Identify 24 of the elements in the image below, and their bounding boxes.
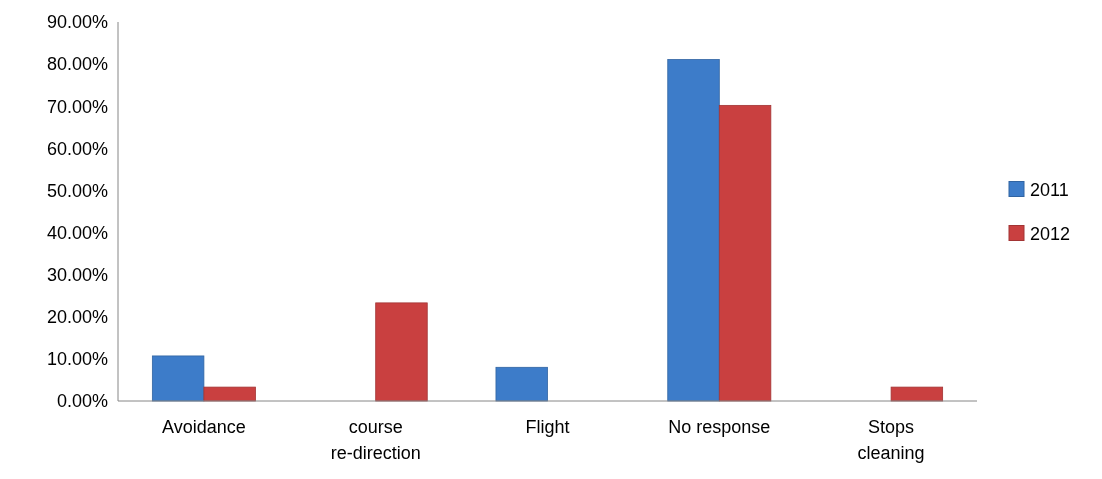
bar xyxy=(495,366,548,402)
bar xyxy=(203,386,256,402)
x-tick-label: Avoidance xyxy=(162,417,246,437)
x-tick-label: course re-direction xyxy=(330,417,421,463)
y-tick-label: 0.00% xyxy=(56,391,108,412)
bar xyxy=(718,104,772,402)
x-tick-label: No response xyxy=(668,417,771,437)
y-tick-label: 60.00% xyxy=(46,138,108,159)
bar xyxy=(667,59,720,402)
bar xyxy=(151,355,205,402)
bar xyxy=(890,386,944,402)
y-tick-label: 20.00% xyxy=(46,307,108,328)
y-tick-label: 90.00% xyxy=(46,12,108,33)
y-tick-label: 80.00% xyxy=(46,54,108,75)
y-tick-label: 50.00% xyxy=(46,180,108,201)
y-tick-label: 70.00% xyxy=(46,96,108,117)
y-tick-label: 30.00% xyxy=(46,264,108,285)
legend-label: 2012 xyxy=(1030,223,1071,244)
x-tick-label: Stops cleaning xyxy=(857,417,925,463)
x-tick-label: Flight xyxy=(525,417,570,437)
legend-label: 2011 xyxy=(1030,179,1069,200)
y-tick-label: 40.00% xyxy=(46,222,108,243)
y-tick-label: 10.00% xyxy=(46,349,108,370)
bar xyxy=(375,302,428,402)
